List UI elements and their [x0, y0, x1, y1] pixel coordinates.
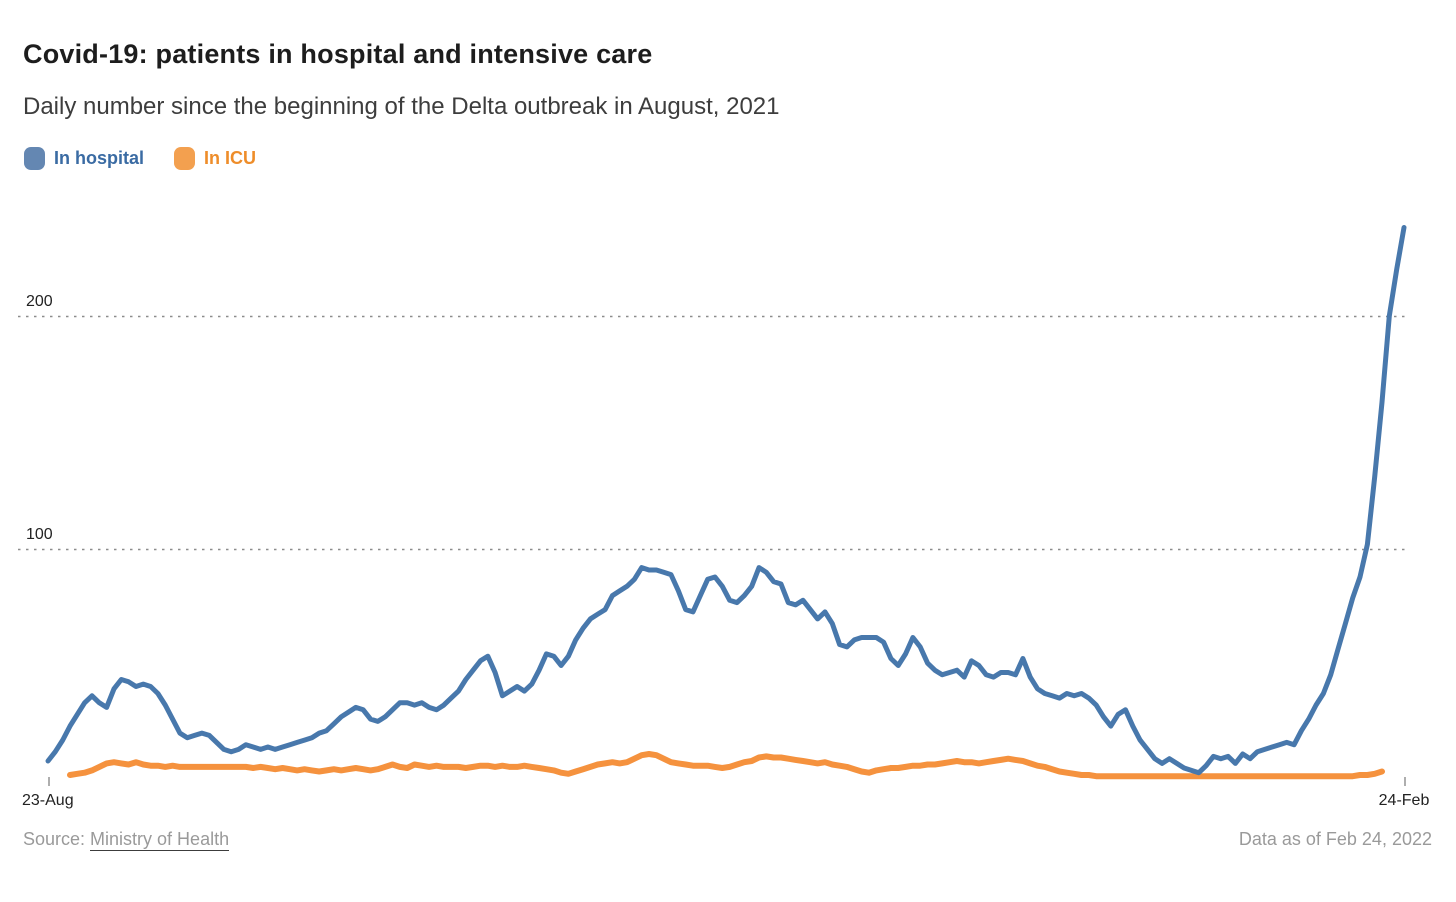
data-as-of-caption: Data as of Feb 24, 2022 [1238, 829, 1432, 849]
x-axis-label-end: 24-Feb [1378, 792, 1430, 809]
source-link[interactable]: Ministry of Health [90, 829, 230, 851]
hospital-swatch-icon [24, 147, 45, 170]
legend-label-hospital: In hospital [54, 148, 144, 168]
chart-subtitle: Daily number since the beginning of the … [23, 93, 780, 120]
legend: In hospital In ICU [24, 147, 256, 170]
hospital-line [45, 225, 1407, 776]
legend-label-icu: In ICU [204, 148, 256, 168]
x-axis-label-start: 23-Aug [22, 792, 74, 809]
chart-title: Covid-19: patients in hospital and inten… [23, 39, 653, 69]
source-caption: Source: Ministry of Health [23, 829, 230, 851]
source-prefix: Source: [23, 829, 91, 849]
y-axis-label-200: 200 [26, 293, 53, 310]
legend-item-hospital: In hospital [24, 147, 144, 170]
legend-item-icu: In ICU [174, 147, 256, 170]
y-axis-label-100: 100 [26, 526, 53, 543]
icu-line [67, 751, 1385, 780]
icu-swatch-icon [174, 147, 195, 170]
